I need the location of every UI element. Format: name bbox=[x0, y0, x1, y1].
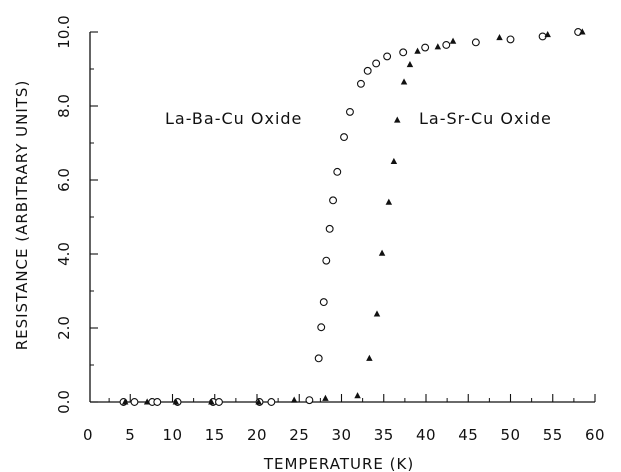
data-point-triangle bbox=[366, 354, 373, 361]
data-point-circle bbox=[305, 396, 314, 405]
data-point-triangle bbox=[385, 198, 393, 205]
x-tick-label: 20 bbox=[247, 426, 267, 444]
data-point-triangle bbox=[400, 78, 408, 85]
data-point-triangle bbox=[544, 30, 551, 38]
x-tick-label: 35 bbox=[374, 426, 394, 444]
x-tick-label: 25 bbox=[289, 426, 309, 444]
data-point-triangle bbox=[322, 394, 329, 401]
x-tick-label: 15 bbox=[205, 426, 225, 444]
series-la-sr-cu-oxide bbox=[121, 28, 586, 405]
data-point-circle bbox=[356, 79, 365, 88]
data-point-triangle bbox=[143, 398, 151, 405]
data-point-triangle bbox=[414, 47, 421, 54]
series-label-la-ba-cu-oxide: La-Ba-Cu Oxide bbox=[165, 109, 302, 128]
data-point-triangle bbox=[496, 33, 503, 41]
y-tick-label: 0.0 bbox=[55, 390, 73, 414]
x-tick-label: 55 bbox=[543, 426, 563, 444]
data-point-triangle bbox=[354, 392, 361, 399]
data-point-triangle bbox=[290, 396, 298, 403]
data-point-triangle bbox=[121, 398, 129, 405]
data-point-circle bbox=[215, 398, 223, 406]
data-points bbox=[119, 28, 586, 406]
data-point-circle bbox=[363, 66, 372, 75]
y-tick-label: 6.0 bbox=[55, 168, 73, 192]
data-point-circle bbox=[322, 256, 331, 265]
x-axis-title: TEMPERATURE (K) bbox=[263, 455, 414, 472]
data-point-circle bbox=[399, 48, 408, 57]
x-tick-label: 30 bbox=[331, 426, 351, 444]
x-tick-label: 40 bbox=[416, 426, 436, 444]
data-point-circle bbox=[471, 38, 480, 47]
data-point-triangle bbox=[255, 398, 262, 405]
x-tick-label: 50 bbox=[500, 426, 520, 444]
data-point-triangle bbox=[378, 249, 386, 256]
axes bbox=[89, 32, 595, 403]
data-point-circle bbox=[325, 224, 334, 233]
y-tick-label: 2.0 bbox=[55, 316, 73, 340]
data-point-circle bbox=[421, 43, 430, 52]
x-axis-ticks: 0 5 10 15 20 25 30 35 40 45 50 55 60 bbox=[83, 394, 605, 444]
data-point-circle bbox=[267, 398, 276, 406]
data-point-triangle bbox=[172, 398, 180, 405]
data-point-triangle bbox=[208, 398, 215, 405]
data-point-circle bbox=[319, 298, 328, 307]
data-point-triangle bbox=[434, 43, 442, 50]
y-axis-title: RESISTANCE (ARBITRARY UNITS) bbox=[13, 80, 31, 351]
data-point-triangle bbox=[390, 157, 398, 165]
series-la-ba-cu-oxide bbox=[119, 28, 583, 406]
data-point-circle bbox=[153, 398, 162, 406]
data-point-circle bbox=[333, 167, 342, 176]
data-point-circle bbox=[442, 40, 451, 49]
x-tick-label: 0 bbox=[83, 426, 93, 444]
data-point-circle bbox=[317, 323, 326, 332]
data-point-circle bbox=[340, 133, 348, 142]
data-point-circle bbox=[314, 354, 323, 363]
data-point-triangle bbox=[394, 116, 401, 123]
data-point-triangle bbox=[406, 60, 414, 68]
data-point-triangle bbox=[449, 37, 457, 44]
x-tick-label: 10 bbox=[162, 426, 182, 444]
x-tick-label: 5 bbox=[125, 426, 135, 444]
x-tick-label: 60 bbox=[585, 426, 605, 444]
x-tick-label: 45 bbox=[458, 426, 478, 444]
data-point-triangle bbox=[579, 28, 586, 35]
y-axis-ticks: 0.0 2.0 4.0 6.0 8.0 10.0 bbox=[55, 15, 98, 414]
y-tick-label: 10.0 bbox=[55, 15, 73, 48]
series-label-la-sr-cu-oxide: La-Sr-Cu Oxide bbox=[419, 109, 552, 128]
data-point-circle bbox=[346, 107, 354, 116]
data-point-circle bbox=[329, 196, 337, 205]
y-tick-label: 4.0 bbox=[55, 242, 73, 266]
data-point-circle bbox=[372, 59, 381, 68]
data-point-triangle bbox=[373, 310, 381, 317]
data-point-circle bbox=[130, 398, 139, 406]
data-point-circle bbox=[506, 35, 515, 44]
y-tick-label: 8.0 bbox=[55, 94, 73, 118]
data-point-circle bbox=[383, 52, 392, 61]
